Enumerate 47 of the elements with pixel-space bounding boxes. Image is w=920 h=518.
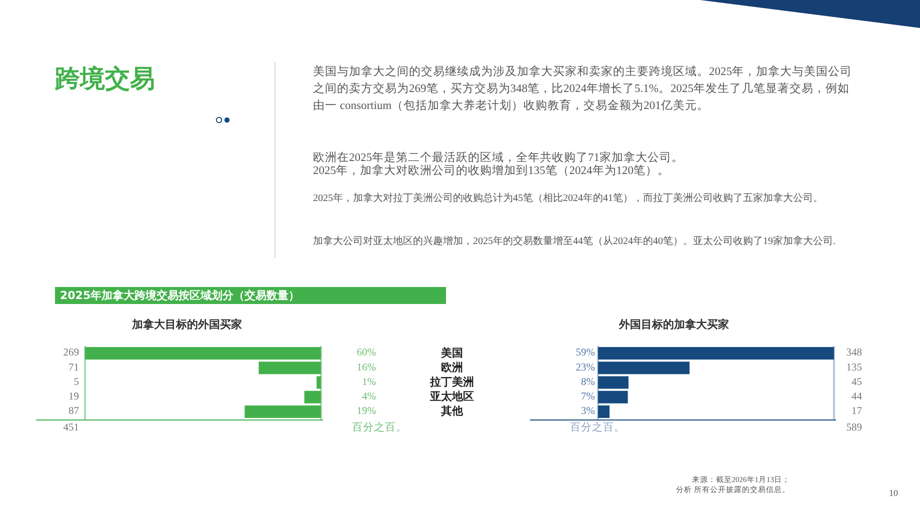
data-label: 44 (852, 392, 863, 403)
text: 美国与加拿大之间的交易继续成为涉及加拿大买家和卖家的主要跨境区域。2025年，加拿大与美国公司之间的卖方交易为269笔，买方交易为348笔，比2024年增长了5.1%。2025年发生了几笔显著交易，例如由一 consortium（包括加拿大养老计划）收购教育，交易金额为201亿美元。 (313, 64, 853, 114)
y-tick-label: 美国 (440, 346, 463, 360)
data-label: 17 (852, 406, 862, 418)
text: 跨境交易 (55, 63, 155, 95)
text: 2025年，加拿大对拉丁美洲公司的收购总计为45笔（相比2024年的41笔），而拉丁美洲公司收购了五家加拿大公司。 (313, 192, 824, 206)
bar (598, 390, 628, 404)
text: 2025年，加拿大对欧洲公司的收购增加到135笔（2024年为120笔）。 (313, 164, 670, 179)
text: 60% (356, 348, 376, 359)
text: 4% (362, 392, 376, 403)
text: 1% (362, 376, 376, 388)
bar (598, 347, 834, 360)
data-label: 348 (846, 348, 862, 359)
chart-title: 外国目标的加拿大买家 (618, 318, 729, 332)
text: 19% (356, 406, 376, 418)
chart-subtitle: 加拿大目标的外国买家 (131, 318, 242, 332)
bar (258, 362, 321, 374)
y-tick-label: 其他 (440, 404, 464, 418)
data-label: 87 (68, 406, 79, 418)
text: 百分之百。 (570, 420, 625, 434)
text: 451 (63, 422, 79, 434)
y-tick-label: 欧洲 (441, 360, 463, 374)
data-label: 71 (68, 362, 79, 374)
text: 3% (581, 406, 596, 418)
y-tick-label: 亚太地区 (429, 390, 474, 404)
y-tick-label: 拉丁美洲 (429, 376, 474, 389)
chart-title: 2025年加拿大跨境交易按区域划分（交易数量） (60, 289, 300, 302)
bar (304, 390, 321, 404)
text: 10 (889, 488, 898, 498)
text: 8% (581, 376, 596, 388)
bar (85, 347, 321, 360)
data-label: 269 (63, 348, 79, 359)
data-label: 45 (852, 376, 862, 388)
data-label: 19 (68, 392, 79, 403)
data-label: 5 (74, 376, 79, 388)
text: 589 (846, 422, 862, 434)
text: 23% (576, 362, 596, 374)
text: 16% (356, 362, 376, 374)
text: 百分之百。 (352, 420, 407, 434)
text: 欧洲在2025年是第二个最活跃的区域，全年共收购了71家加拿大公司。 (313, 152, 684, 164)
data-label: 135 (846, 362, 862, 374)
text: 7% (581, 392, 596, 403)
bar (316, 376, 321, 389)
text: 59% (576, 348, 596, 359)
text: 加拿大公司对亚太地区的兴趣增加，2025年的交易数量增至44笔（从2024年的40笔）。亚太公司收购了19家加拿大公司. (313, 235, 836, 249)
bar (598, 376, 629, 389)
bar (598, 362, 690, 374)
